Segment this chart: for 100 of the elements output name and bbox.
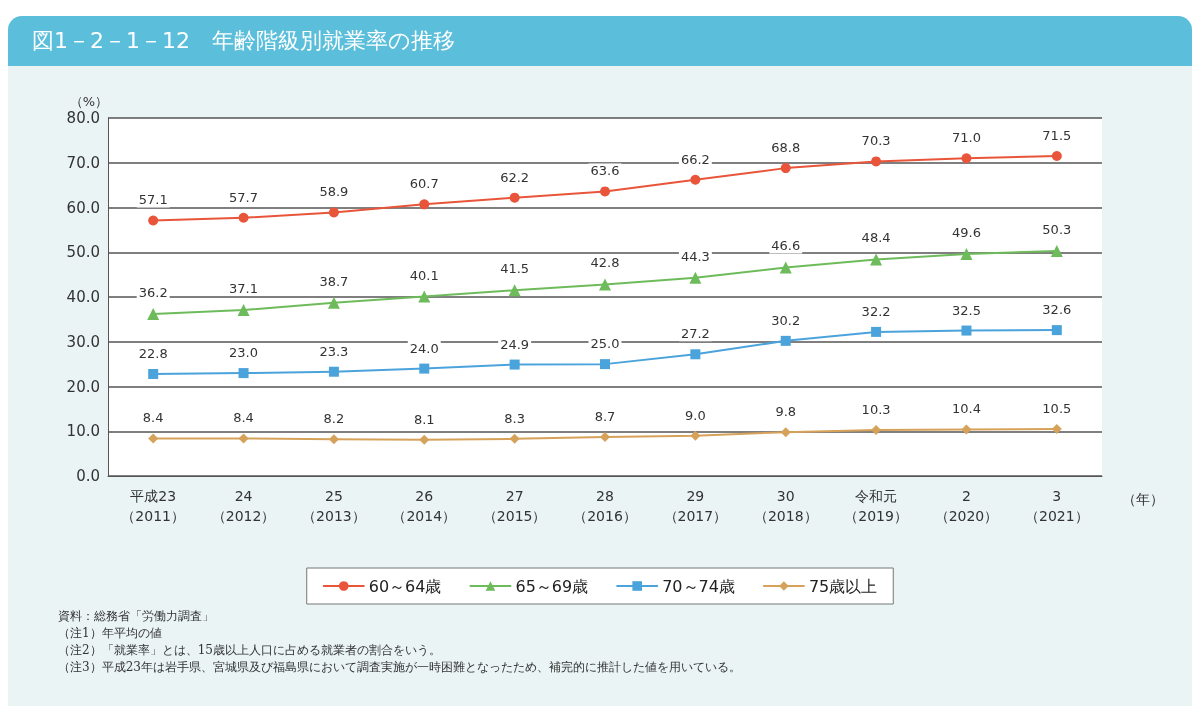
x-tick-label: 平成23（2011） [121,488,185,524]
point [509,192,520,203]
data-label: 8.2 [323,411,345,427]
point [1050,244,1063,257]
x-tick-label: 28（2016） [573,488,637,524]
point [1051,151,1062,162]
data-label: 10.3 [861,401,891,417]
point [148,433,159,444]
point [419,434,430,445]
chart-title: 図1－2－1－12 年齢階級別就業率の推移 [8,16,1192,66]
data-label: 10.5 [1042,401,1072,417]
x-tick-label: 27（2015） [482,488,547,524]
point [960,248,973,261]
point [147,308,160,321]
point [780,163,791,174]
data-label: 10.4 [951,401,981,417]
point [690,349,701,360]
y-tick-label: 0.0 [76,467,100,485]
point [690,174,701,185]
data-label: 8.4 [142,410,164,426]
y-tick-label: 50.0 [66,243,100,262]
data-label: 66.2 [680,151,710,167]
data-label: 23.0 [229,345,259,361]
point [328,366,339,377]
point [238,368,249,379]
data-label: 8.1 [413,411,435,427]
data-label: 71.0 [951,130,981,146]
data-label: 8.7 [594,409,616,425]
data-label: 30.2 [771,312,801,328]
point [961,153,972,164]
data-label: 48.4 [861,230,891,246]
y-tick-label: 30.0 [66,332,100,351]
data-label: 71.5 [1042,128,1072,144]
point [419,199,430,210]
data-label: 8.4 [233,410,254,426]
point [148,368,159,379]
x-tick-label: 24（2012） [211,488,276,524]
y-tick-label: 20.0 [66,377,100,396]
point [780,335,791,346]
legend-label: 65～69歳 [515,576,589,596]
data-label: 44.3 [680,248,710,264]
data-label: 41.5 [500,261,530,277]
data-label: 62.2 [500,169,530,185]
data-label: 68.8 [771,140,801,156]
point [600,359,610,370]
point [689,271,702,284]
data-label: 58.9 [319,184,349,200]
data-label: 49.6 [951,225,981,241]
point [238,212,249,223]
text: （注1）年平均の値 [58,625,163,642]
x-tick-label: 26（2014） [392,488,457,524]
data-label: 8.3 [504,410,525,426]
x-tick-label: 3（2021） [1025,488,1089,524]
point [418,290,431,303]
point [419,363,430,374]
point [961,325,972,336]
y-tick-label: 40.0 [66,288,100,306]
point [779,261,792,274]
data-label: 60.7 [409,176,439,192]
point [871,156,882,167]
data-label: 22.8 [138,345,168,361]
point [508,284,521,297]
point [780,427,791,438]
x-tick-label: 30（2018） [753,488,818,524]
x-axis-title: （年） [1122,491,1164,507]
data-label: 9.8 [775,404,797,420]
text: 資料：総務省「労働力調査」 [58,608,215,625]
data-label: 32.6 [1042,302,1072,318]
y-tick-label: 70.0 [66,153,100,172]
data-label: 24.9 [500,336,530,352]
point [327,296,340,309]
data-label: 63.6 [590,163,620,179]
point [509,433,520,444]
text: （注2）「就業率」とは、15歳以上人口に占める就業者の割合をいう。 [58,642,442,659]
legend-label: 75歳以上 [808,576,878,596]
data-label: 27.2 [680,326,710,342]
point [328,207,339,218]
point [600,186,610,197]
data-label: 38.7 [319,273,349,289]
data-label: 70.3 [861,133,891,149]
point [148,215,159,226]
point [961,424,972,435]
data-label: 46.6 [771,238,801,254]
y-tick-label: 10.0 [66,422,100,441]
point [1051,325,1062,336]
legend-label: 60～64歳 [368,576,442,596]
legend-label: 70～74歳 [662,576,735,596]
point [509,359,520,370]
data-label: 57.1 [138,192,168,208]
point [599,278,611,291]
y-tick-label: 60.0 [66,198,100,217]
data-label: 42.8 [590,255,620,271]
point [237,303,250,316]
point [690,430,701,441]
x-tick-label: 2（2020） [934,488,999,524]
x-tick-label: 29（2017） [663,488,728,524]
point [871,326,882,337]
point [600,432,610,443]
data-label: 25.0 [590,336,620,352]
y-axis-title: （%） [69,94,108,109]
